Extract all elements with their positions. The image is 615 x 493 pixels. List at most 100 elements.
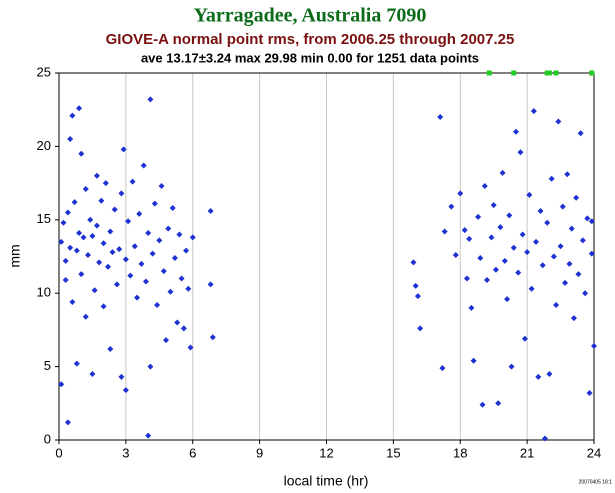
point — [93, 222, 100, 229]
point — [169, 205, 176, 212]
point — [475, 213, 482, 220]
point — [109, 249, 116, 256]
point — [82, 185, 89, 192]
point — [89, 232, 96, 239]
x-tick-label: 3 — [122, 445, 129, 460]
point — [183, 247, 190, 254]
point — [158, 183, 165, 190]
y-tick-label: 5 — [44, 358, 51, 373]
point — [163, 337, 169, 344]
point — [524, 249, 531, 256]
point — [584, 215, 591, 222]
point — [76, 230, 83, 237]
point — [448, 203, 455, 210]
point — [107, 228, 114, 235]
point — [105, 263, 112, 270]
point — [69, 299, 76, 306]
point — [441, 228, 448, 235]
point — [511, 70, 517, 76]
point — [564, 171, 571, 178]
y-tick-label: 10 — [37, 285, 51, 300]
point — [71, 199, 78, 206]
point — [559, 203, 566, 210]
chart-title: Yarragadee, Australia 7090 — [194, 5, 427, 27]
point — [62, 276, 69, 283]
chart-subtitle: GIOVE-A normal point rms, from 2006.25 t… — [106, 31, 515, 48]
point — [122, 387, 129, 394]
point — [107, 345, 114, 352]
point — [589, 70, 595, 76]
y-tick-label: 20 — [37, 138, 51, 153]
point — [495, 400, 502, 407]
point — [87, 216, 94, 223]
point — [102, 180, 109, 187]
point — [492, 266, 499, 273]
point — [461, 227, 468, 234]
point — [573, 194, 580, 201]
point — [174, 319, 181, 326]
point — [80, 234, 87, 241]
x-tick-label: 6 — [189, 445, 196, 460]
point — [185, 285, 192, 292]
point — [131, 243, 138, 250]
point — [550, 253, 557, 260]
point — [140, 162, 147, 169]
point — [481, 183, 488, 190]
point — [156, 237, 163, 244]
point — [568, 225, 575, 232]
point — [414, 293, 421, 300]
point — [439, 365, 446, 372]
point — [417, 325, 424, 332]
point — [67, 244, 74, 251]
point — [468, 304, 475, 311]
point — [125, 218, 132, 225]
point — [118, 373, 125, 380]
point — [209, 334, 216, 341]
point — [84, 252, 91, 259]
point — [96, 259, 103, 266]
point — [490, 202, 497, 209]
point — [553, 70, 559, 76]
point — [147, 96, 154, 103]
point — [89, 370, 96, 377]
point — [180, 325, 187, 332]
point — [410, 259, 417, 266]
point — [579, 237, 586, 244]
point — [58, 238, 65, 245]
point — [566, 260, 573, 267]
point — [62, 257, 69, 264]
point — [537, 207, 544, 214]
point — [412, 282, 419, 289]
point — [207, 281, 214, 288]
x-tick-label: 15 — [386, 445, 400, 460]
point — [582, 290, 589, 297]
point — [488, 234, 495, 241]
point — [82, 313, 89, 320]
point — [437, 114, 444, 121]
point — [165, 225, 172, 232]
point — [76, 105, 83, 112]
point — [154, 301, 161, 308]
point — [78, 271, 85, 278]
point — [539, 262, 546, 269]
point — [138, 260, 145, 267]
point — [515, 269, 522, 276]
point — [111, 206, 118, 213]
point — [477, 254, 484, 261]
point — [452, 252, 459, 259]
y-tick-label: 15 — [37, 211, 51, 226]
point — [187, 344, 194, 351]
x-axis-label: local time (hr) — [284, 473, 369, 489]
point — [207, 207, 214, 214]
point — [60, 219, 67, 226]
point — [519, 231, 526, 238]
point — [189, 234, 196, 241]
point — [64, 419, 71, 426]
point — [577, 130, 584, 137]
x-tick-label: 18 — [453, 445, 467, 460]
point — [118, 190, 125, 197]
point — [122, 256, 129, 263]
point — [591, 343, 597, 350]
point — [136, 210, 143, 217]
point — [506, 212, 513, 219]
